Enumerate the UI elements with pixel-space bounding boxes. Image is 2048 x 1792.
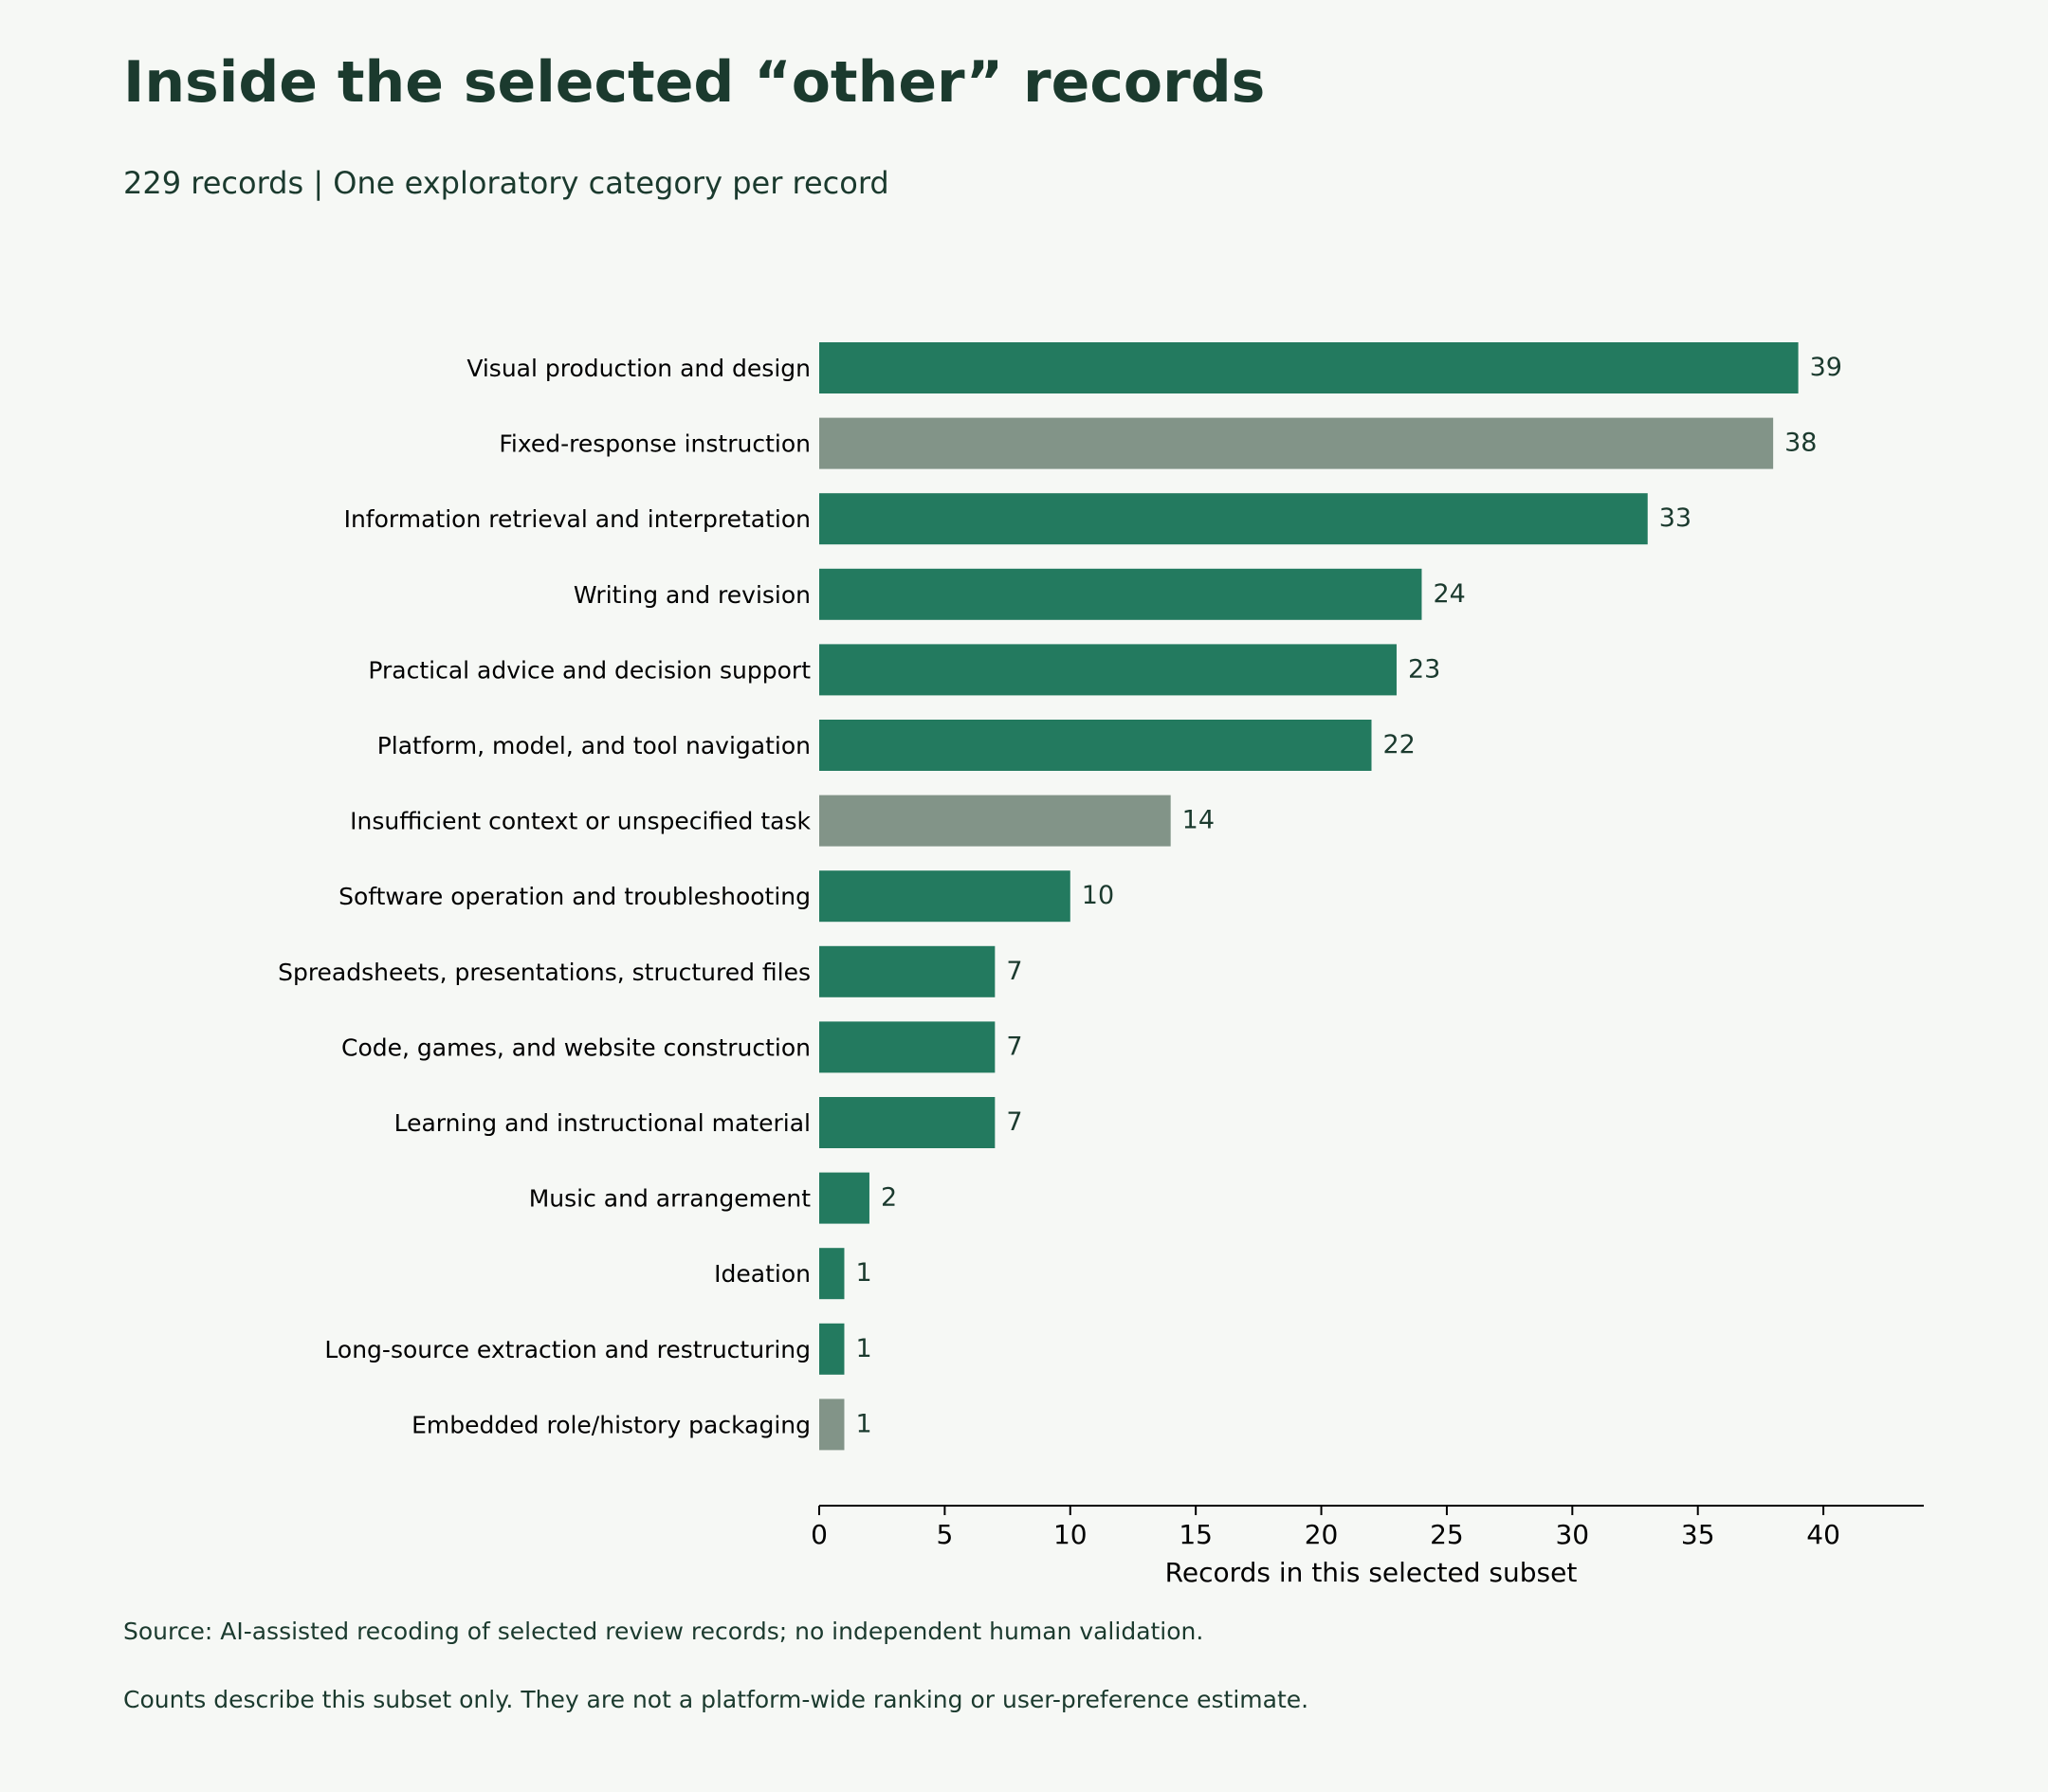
category-label: Code, games, and website construction — [341, 1033, 811, 1061]
category-label: Spreadsheets, presentations, structured … — [278, 959, 811, 986]
category-label: Software operation and troubleshooting — [338, 883, 811, 910]
bar — [819, 1323, 845, 1375]
bar — [819, 342, 1799, 393]
value-label: 1 — [855, 1258, 871, 1288]
source-footnote: Source: AI-assisted recoding of selected… — [123, 1618, 1204, 1645]
bar — [819, 1399, 845, 1451]
value-labels-layer: 39 38 33 24 23 22 14 10 7 7 7 2 1 1 1 — [855, 353, 1841, 1438]
bar — [819, 417, 1774, 469]
bar — [819, 1172, 869, 1224]
value-label: 14 — [1182, 806, 1215, 835]
category-label: Ideation — [714, 1260, 811, 1288]
category-label: Visual production and design — [466, 355, 811, 382]
x-tick-label: 30 — [1555, 1519, 1589, 1550]
value-label: 24 — [1433, 579, 1465, 609]
value-label: 38 — [1784, 429, 1817, 458]
value-label: 7 — [1006, 1107, 1022, 1137]
category-label: Music and arrangement — [529, 1185, 811, 1213]
category-label: Platform, model, and tool navigation — [377, 732, 811, 759]
bar — [819, 720, 1372, 771]
value-label: 39 — [1810, 353, 1842, 382]
category-label: Fixed-response instruction — [499, 430, 811, 458]
value-label: 7 — [1006, 1032, 1022, 1061]
caveat-footnote: Counts describe this subset only. They a… — [123, 1686, 1309, 1713]
bar — [819, 870, 1070, 923]
category-label: Long-source extraction and restructuring — [324, 1336, 811, 1363]
x-tick-label: 40 — [1806, 1519, 1840, 1550]
value-label: 1 — [855, 1334, 871, 1363]
category-label: Writing and revision — [574, 581, 811, 609]
value-label: 33 — [1659, 503, 1691, 533]
bar — [819, 795, 1171, 847]
value-label: 1 — [855, 1409, 871, 1438]
bar — [819, 1021, 996, 1073]
value-label: 2 — [881, 1183, 897, 1213]
x-tick-label: 5 — [936, 1519, 953, 1550]
value-label: 23 — [1408, 654, 1440, 684]
bar — [819, 493, 1648, 545]
bars-layer — [819, 342, 1799, 1451]
chart-title: Inside the selected “other” records — [123, 49, 1266, 116]
category-label: Insufficient context or unspecified task — [350, 808, 811, 835]
x-tick-label: 10 — [1053, 1519, 1088, 1550]
chart-subtitle: 229 records | One exploratory category p… — [123, 165, 889, 201]
bar — [819, 1097, 996, 1148]
category-label: Practical advice and decision support — [368, 656, 811, 684]
x-tick-label: 35 — [1681, 1519, 1715, 1550]
bar — [819, 945, 996, 997]
bar — [819, 568, 1422, 620]
x-axis: 0 5 10 15 20 25 30 35 40 — [811, 1505, 1924, 1550]
category-label: Information retrieval and interpretation — [344, 505, 811, 533]
x-axis-label: Records in this selected subset — [1165, 1557, 1578, 1588]
x-tick-label: 0 — [811, 1519, 828, 1550]
category-label: Embedded role/history packaging — [411, 1411, 811, 1438]
x-tick-label: 15 — [1179, 1519, 1213, 1550]
value-label: 22 — [1383, 730, 1416, 759]
x-tick-label: 20 — [1305, 1519, 1339, 1550]
category-label: Learning and instructional material — [394, 1109, 811, 1137]
category-labels-layer: Visual production and design Fixed-respon… — [278, 355, 811, 1438]
value-label: 7 — [1006, 957, 1022, 986]
x-tick-label: 25 — [1430, 1519, 1464, 1550]
value-label: 10 — [1082, 881, 1114, 910]
bar — [819, 1248, 845, 1300]
bar — [819, 644, 1397, 696]
